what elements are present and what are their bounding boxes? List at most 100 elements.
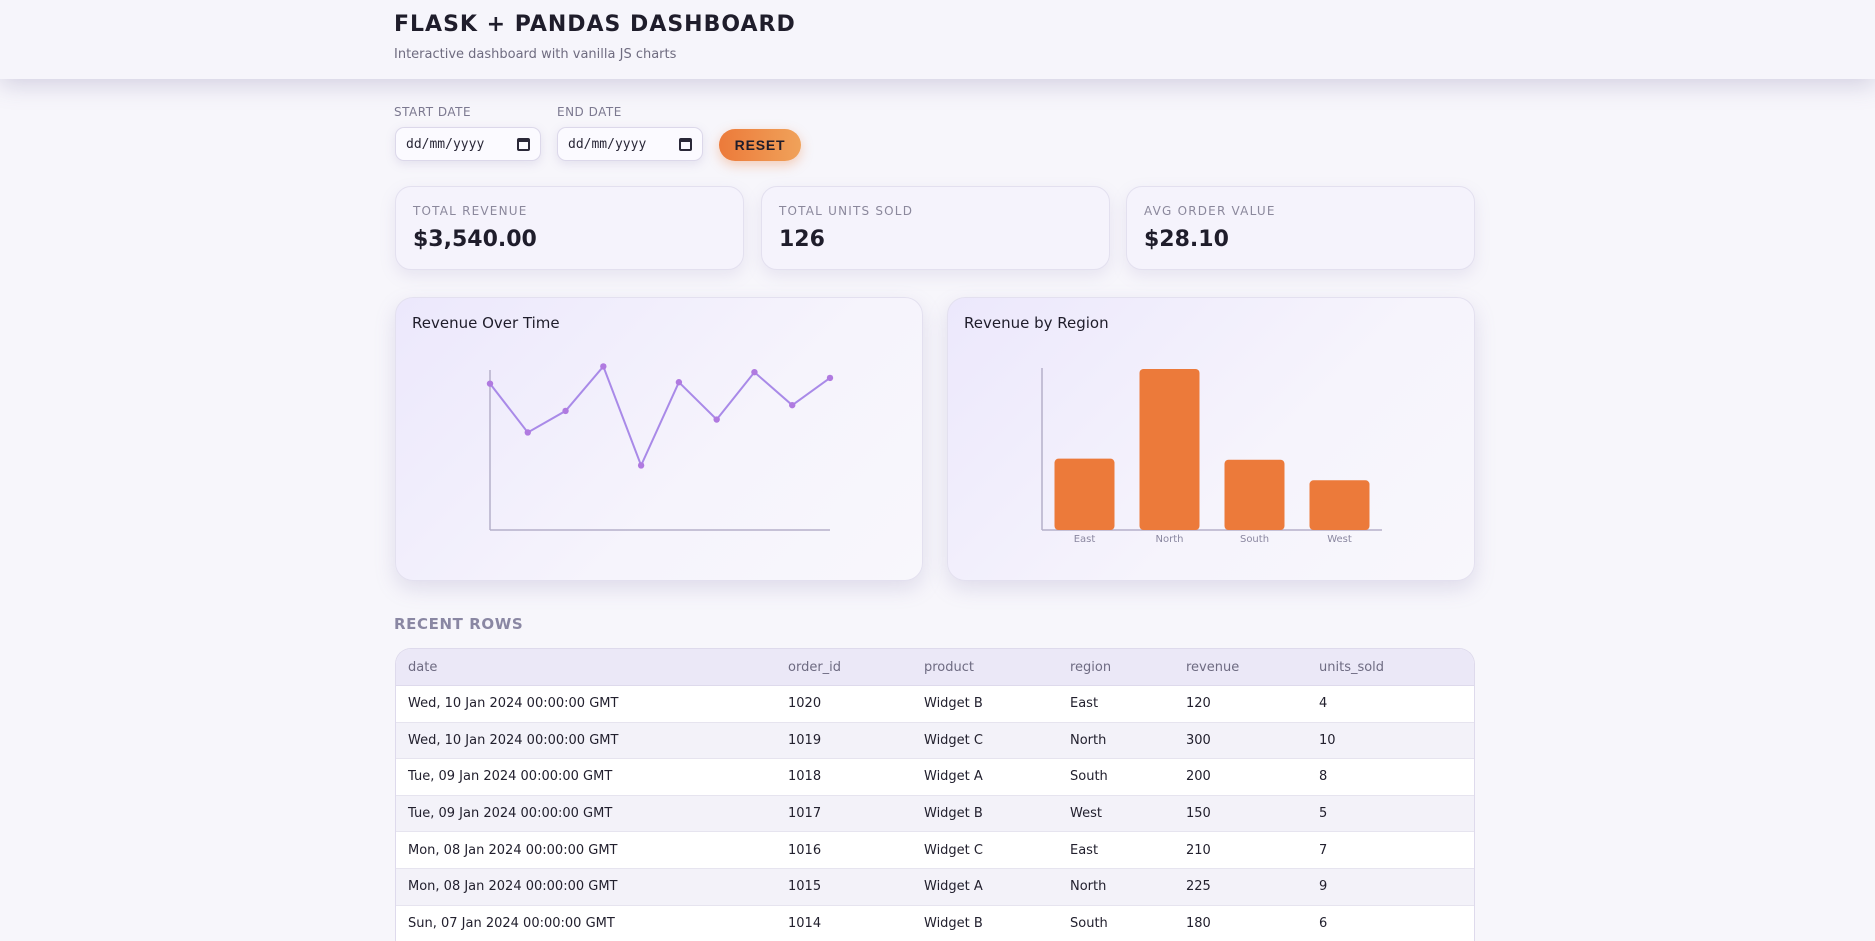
table-cell: 300 <box>1186 732 1211 748</box>
table-body: Wed, 10 Jan 2024 00:00:00 GMT 1020 Widget … <box>396 686 1474 941</box>
data-point <box>562 407 569 415</box>
kpi-label: AVG ORDER VALUE <box>1144 204 1276 218</box>
table-cell: 6 <box>1319 915 1328 931</box>
table-cell: Widget A <box>924 879 983 895</box>
kpi-value: $28.10 <box>1144 227 1229 252</box>
data-point <box>600 363 607 370</box>
table-cell: 1017 <box>788 806 822 822</box>
table-cell: Widget A <box>924 769 983 785</box>
table-cell: 1018 <box>788 769 822 785</box>
data-point <box>826 374 834 382</box>
bar-north <box>1139 369 1200 530</box>
table-cell: 200 <box>1186 769 1211 785</box>
app-title: FLASK + PANDAS DASHBOARD <box>394 12 796 37</box>
data-point <box>486 380 494 387</box>
table-row: Wed, 10 Jan 2024 00:00:00 GMT 1019 Widget … <box>396 722 1474 760</box>
table-row: Mon, 08 Jan 2024 00:00:00 GMT 1016 Widget … <box>396 832 1474 869</box>
end-date-label: END DATE <box>557 105 622 119</box>
series-line <box>489 364 831 469</box>
column-header-product: product <box>924 659 975 675</box>
table-row: Tue, 09 Jan 2024 00:00:00 GMT 1018 Widget … <box>396 759 1474 796</box>
kpi-label: TOTAL UNITS SOLD <box>779 204 914 218</box>
table-cell: Widget B <box>924 806 983 822</box>
tick-label: East <box>1074 534 1096 545</box>
kpi-value: $3,540.00 <box>413 227 537 252</box>
tick-label: West <box>1327 534 1352 545</box>
column-header-region: region <box>1070 659 1112 675</box>
start-date-value: dd/mm/yyyy <box>406 136 485 152</box>
table-cell: 7 <box>1319 842 1328 858</box>
line-chart <box>486 363 834 531</box>
table-cell: 1015 <box>788 879 822 895</box>
table-cell: East <box>1070 696 1099 712</box>
chart-title: Revenue by Region <box>964 314 1109 332</box>
table-cell: Tue, 09 Jan 2024 00:00:00 GMT <box>408 769 613 785</box>
recent-rows-table: date order_id product region revenue units_so… <box>395 648 1475 941</box>
column-header-order-id: order_id <box>788 659 842 675</box>
table-cell: North <box>1070 879 1107 895</box>
header-bar: FLASK + PANDAS DASHBOARD Interactive das… <box>0 0 1875 79</box>
table-cell: South <box>1070 769 1108 785</box>
kpi-card-avg-order: AVG ORDER VALUE $28.10 <box>1126 186 1475 270</box>
table-row: Tue, 09 Jan 2024 00:00:00 GMT 1017 Widget … <box>396 795 1474 833</box>
kpi-label: TOTAL REVENUE <box>413 204 528 218</box>
table-cell: Tue, 09 Jan 2024 00:00:00 GMT <box>408 806 613 822</box>
data-point <box>637 462 645 469</box>
table-cell: 1014 <box>788 915 822 931</box>
table-cell: 120 <box>1186 696 1211 712</box>
table-cell: Sun, 07 Jan 2024 00:00:00 GMT <box>408 915 615 931</box>
table-cell: 10 <box>1319 732 1336 748</box>
kpi-card-total-units: TOTAL UNITS SOLD 126 <box>761 186 1110 270</box>
table-cell: Wed, 10 Jan 2024 00:00:00 GMT <box>408 732 619 748</box>
calendar-icon[interactable] <box>679 137 692 151</box>
table-cell: 5 <box>1319 806 1328 822</box>
table-cell: Widget B <box>924 696 983 712</box>
revenue-by-region-panel: Revenue by Region East North South West <box>947 297 1475 581</box>
table-cell: 1020 <box>788 696 822 712</box>
tick-label: North <box>1156 534 1184 545</box>
table-cell: East <box>1070 842 1099 858</box>
end-date-value: dd/mm/yyyy <box>568 136 647 152</box>
app-subtitle: Interactive dashboard with vanilla JS ch… <box>394 47 677 62</box>
kpi-value: 126 <box>779 227 825 252</box>
table-row: Sun, 07 Jan 2024 00:00:00 GMT 1014 Widget … <box>396 906 1474 941</box>
revenue-over-time-panel: Revenue Over Time <box>395 297 923 581</box>
data-point <box>789 401 796 409</box>
table-cell: Widget B <box>924 915 983 931</box>
column-header-date: date <box>408 659 438 675</box>
table-cell: Mon, 08 Jan 2024 00:00:00 GMT <box>408 842 618 858</box>
start-date-label: START DATE <box>394 105 472 119</box>
table-cell: 1019 <box>788 732 822 748</box>
table-cell: 1016 <box>788 842 822 858</box>
table-cell: 210 <box>1186 842 1211 858</box>
bar-chart: East North South West <box>1041 368 1382 545</box>
table-cell: 225 <box>1186 879 1211 895</box>
table-cell: West <box>1070 806 1102 822</box>
table-cell: Widget C <box>924 842 983 858</box>
table-cell: 4 <box>1319 696 1328 712</box>
chart-title: Revenue Over Time <box>412 314 560 332</box>
table-cell: South <box>1070 915 1108 931</box>
start-date-input[interactable]: dd/mm/yyyy <box>395 127 541 161</box>
table-cell: 180 <box>1186 915 1211 931</box>
data-point <box>524 429 531 436</box>
table-row: Mon, 08 Jan 2024 00:00:00 GMT 1015 Widget … <box>396 868 1474 906</box>
bar-east <box>1054 458 1115 530</box>
reset-button[interactable]: RESET <box>719 129 801 161</box>
table-cell: 8 <box>1319 769 1328 785</box>
calendar-icon[interactable] <box>517 137 530 151</box>
tick-label: South <box>1240 534 1269 545</box>
data-point <box>675 379 683 386</box>
table-cell: 9 <box>1319 879 1328 895</box>
table-cell: North <box>1070 732 1107 748</box>
table-header: date order_id product region revenue units_so… <box>396 649 1474 686</box>
end-date-input[interactable]: dd/mm/yyyy <box>557 127 703 161</box>
kpi-card-total-revenue: TOTAL REVENUE $3,540.00 <box>395 186 744 270</box>
table-cell: Widget C <box>924 732 983 748</box>
data-point <box>751 368 758 376</box>
bar-west <box>1309 480 1370 530</box>
recent-rows-title: RECENT ROWS <box>394 615 524 633</box>
table-cell: 150 <box>1186 806 1211 822</box>
table-row: Wed, 10 Jan 2024 00:00:00 GMT 1020 Widget … <box>396 686 1474 723</box>
bar-south <box>1224 459 1285 530</box>
